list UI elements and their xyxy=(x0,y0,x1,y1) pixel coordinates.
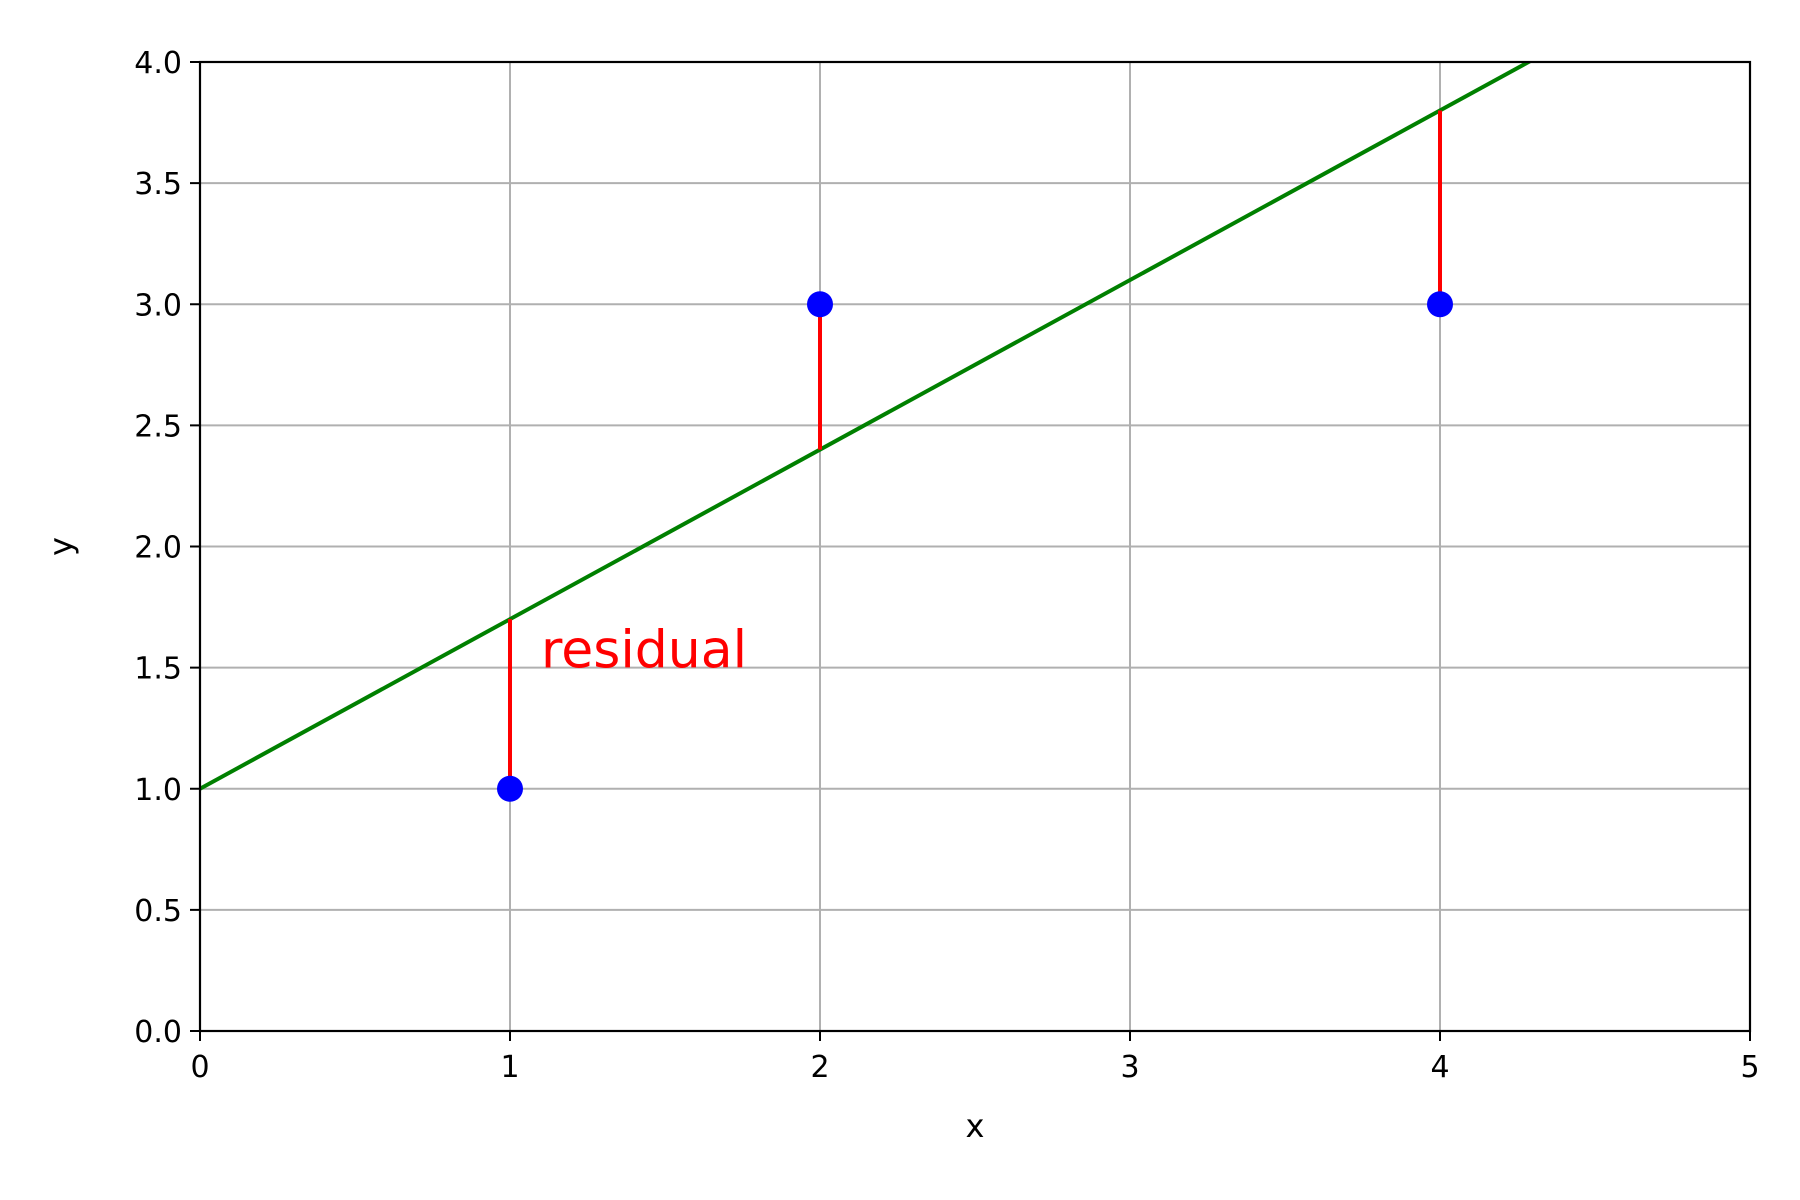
y-tick-label: 0.5 xyxy=(134,894,182,929)
x-tick-label: 5 xyxy=(1740,1050,1759,1085)
points-layer xyxy=(497,291,1453,802)
x-tick-label: 4 xyxy=(1430,1050,1449,1085)
x-tick-label: 0 xyxy=(190,1050,209,1085)
y-tick-label: 1.5 xyxy=(134,652,182,687)
y-axis-ticks: 0.0 0.5 1.0 1.5 2.0 2.5 3.0 3.5 4.0 xyxy=(134,46,200,1050)
fit-line xyxy=(200,62,1533,791)
residuals-layer xyxy=(508,110,1442,789)
data-point xyxy=(497,775,523,802)
y-tick-label: 1.0 xyxy=(134,773,182,808)
residual-annotation: residual xyxy=(541,621,747,681)
y-tick-label: 2.5 xyxy=(134,409,182,444)
x-tick-label: 2 xyxy=(810,1050,829,1085)
y-axis-label: y xyxy=(42,537,80,556)
x-axis-label: x xyxy=(966,1107,985,1145)
data-point xyxy=(1427,291,1453,318)
fit-line-layer xyxy=(200,62,1533,791)
y-tick-label: 3.5 xyxy=(134,167,182,202)
y-tick-label: 4.0 xyxy=(134,46,182,81)
x-tick-label: 3 xyxy=(1120,1050,1139,1085)
y-tick-label: 0.0 xyxy=(134,1015,182,1050)
y-tick-label: 3.0 xyxy=(134,288,182,323)
data-point xyxy=(807,291,833,318)
y-tick-label: 2.0 xyxy=(134,531,182,566)
x-tick-label: 1 xyxy=(500,1050,519,1085)
x-axis-ticks: 0 1 2 3 4 5 xyxy=(190,1031,1760,1085)
